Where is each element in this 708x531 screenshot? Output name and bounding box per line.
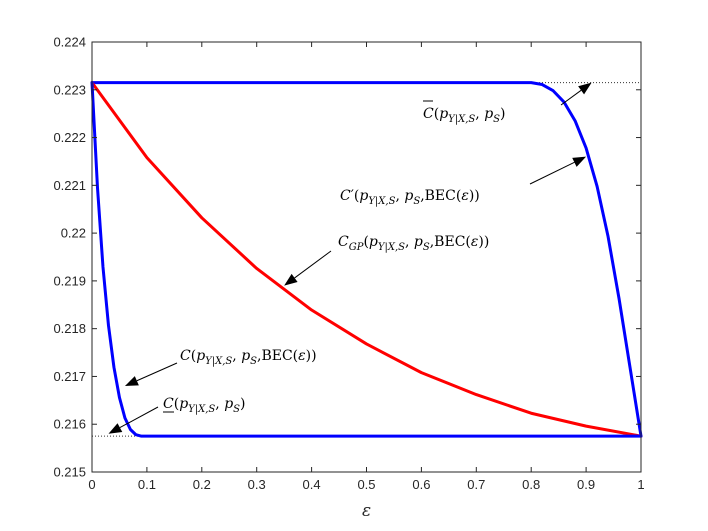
- annotation-arrowhead-3: [124, 376, 139, 386]
- annotation-arrowhead-1: [572, 156, 587, 167]
- x-tick-label: 0.3: [248, 477, 266, 492]
- annotation-arrow-4: [119, 406, 159, 429]
- annotation-c-prime: C′(pY|X,S, pS,BEC(ε)): [340, 188, 480, 207]
- annotation-c-bar-label: C(pY|X,S, pS): [423, 106, 505, 125]
- y-tick-label: 0.215: [53, 465, 86, 480]
- series-line-1: [90, 81, 643, 438]
- annotation-arrow-3: [136, 362, 178, 382]
- x-tick-label: 0.8: [522, 477, 540, 492]
- plot-area: 0 0.1 0.2 0.3 0.4 0.5 0.6 0.7 0.8 0.9 1 0.215 0.216 0…: [53, 35, 644, 522]
- x-tick-label: 0.7: [467, 477, 485, 492]
- series-line-0: [90, 81, 643, 438]
- y-tick-label: 0.221: [53, 178, 86, 193]
- annotation-c-gp-label: CGP(pY|X,S, pS,BEC(ε)): [338, 234, 489, 253]
- y-tick-label: 0.217: [53, 369, 86, 384]
- x-tick-label: 0.9: [577, 477, 595, 492]
- x-tick-label: 0.5: [357, 477, 375, 492]
- annotation-c-underline-label: C(pY|X,S, pS): [163, 396, 245, 415]
- annotation-arrow-0: [560, 89, 582, 106]
- series-line-2: [90, 81, 643, 438]
- y-tick-label: 0.222: [53, 130, 86, 145]
- annotation-arrow-2: [294, 250, 332, 279]
- x-tick-label: 0.6: [412, 477, 430, 492]
- y-tick-label: 0.216: [53, 417, 86, 432]
- x-tick-label: 0.4: [303, 477, 321, 492]
- annotation-c-prime-label: C′(pY|X,S, pS,BEC(ε)): [340, 188, 480, 207]
- annotation-arrow-1: [529, 161, 575, 185]
- annotation-arrowhead-2: [284, 273, 298, 286]
- x-tick-label: 0: [88, 477, 95, 492]
- x-tick-label: 0.1: [138, 477, 156, 492]
- x-axis-label: ε: [362, 501, 371, 521]
- y-tick-label: 0.223: [53, 82, 86, 97]
- annotation-c-gp: CGP(pY|X,S, pS,BEC(ε)): [338, 234, 489, 253]
- y-tick-label: 0.218: [53, 321, 86, 336]
- x-tick-label: 0.2: [193, 477, 211, 492]
- annotation-c: C(pY|X,S, pS,BEC(ε)): [180, 348, 317, 367]
- x-tick-label: 1: [637, 477, 644, 492]
- y-tick-label: 0.22: [61, 226, 86, 241]
- annotation-c-bar: C(pY|X,S, pS): [423, 100, 505, 125]
- annotation-arrowhead-0: [578, 82, 592, 95]
- annotation-c-label: C(pY|X,S, pS,BEC(ε)): [180, 348, 317, 367]
- y-tick-label: 0.219: [53, 273, 86, 288]
- y-tick-label: 0.224: [53, 35, 86, 50]
- annotation-c-underline: C(pY|X,S, pS): [163, 396, 245, 415]
- annotation-arrowhead-4: [108, 423, 123, 434]
